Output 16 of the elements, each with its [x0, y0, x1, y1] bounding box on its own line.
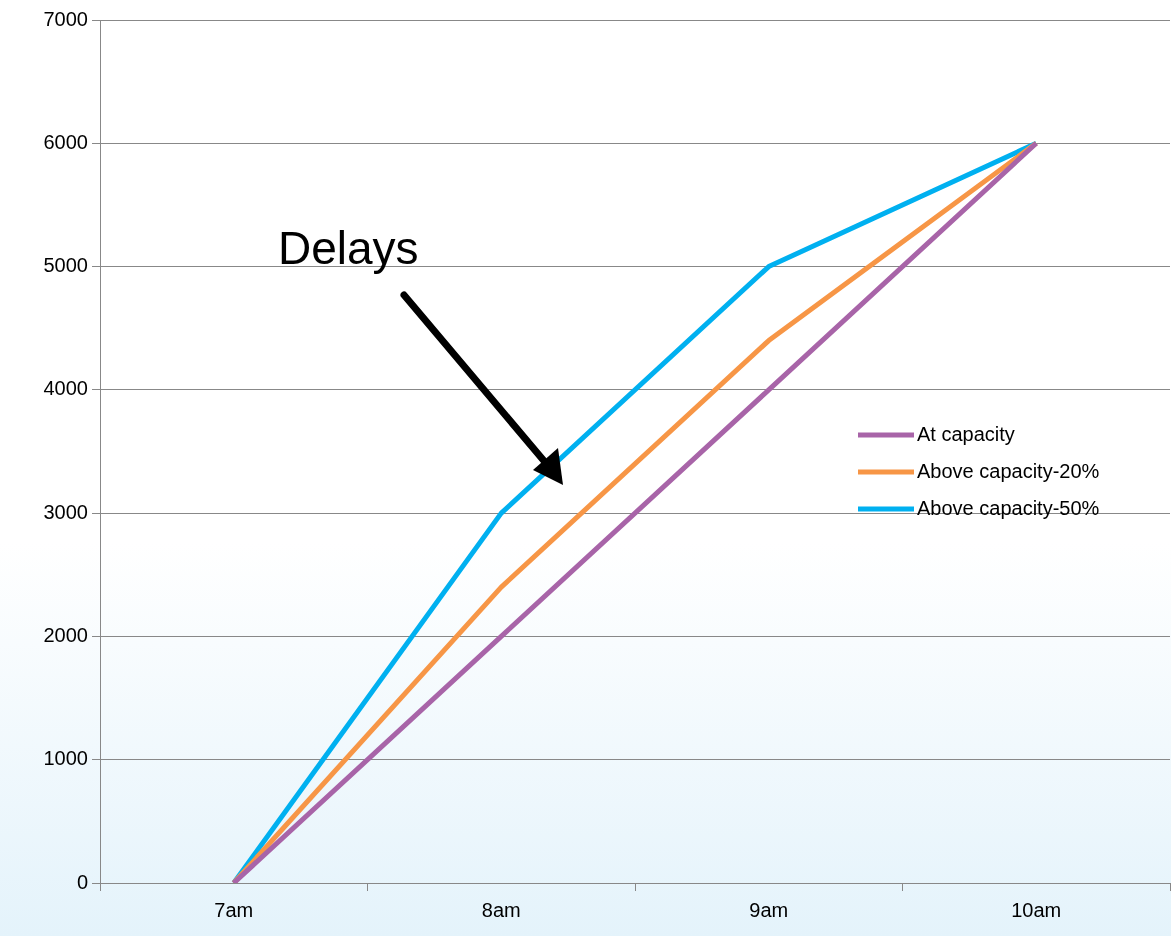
y-tick-label: 3000: [43, 500, 88, 523]
y-tick-label: 2000: [43, 623, 88, 646]
y-tick-label: 4000: [43, 377, 88, 400]
legend-label: Above capacity-50%: [917, 496, 1100, 519]
annotation: Delays: [278, 222, 419, 274]
x-tick-label: 10am: [1011, 898, 1062, 921]
y-tick-label: 5000: [43, 254, 88, 277]
y-tick-label: 7000: [43, 7, 88, 30]
legend-label: Above capacity-20%: [917, 459, 1100, 482]
x-tick-label: 8am: [481, 898, 521, 921]
y-tick-label: 6000: [43, 130, 88, 153]
y-tick-label: 1000: [43, 747, 88, 770]
x-tick-label: 9am: [749, 898, 789, 921]
x-tick-label: 7am: [214, 898, 254, 921]
y-tick-label: 0: [76, 870, 88, 893]
legend-label: At capacity: [917, 422, 1015, 445]
